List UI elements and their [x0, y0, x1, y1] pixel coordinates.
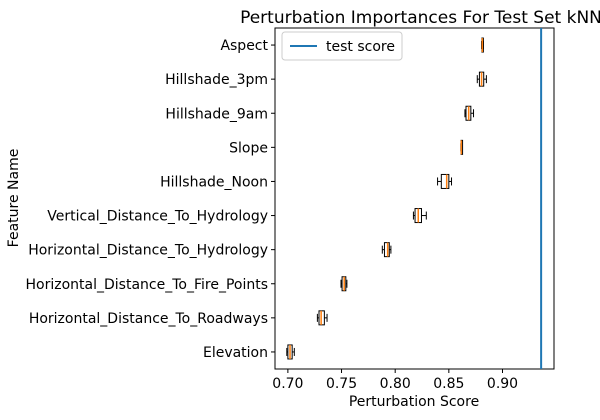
box-hillshade-noon: [437, 173, 453, 189]
legend: test score: [281, 31, 403, 61]
x-tick-label: 0.85: [433, 376, 464, 392]
box-vertical-distance-to-hydrology: [412, 208, 427, 224]
y-tick-label: Elevation: [203, 345, 268, 361]
box-aspect: [481, 37, 484, 53]
box-iqr: [383, 242, 390, 258]
box-hillshade-9am: [464, 105, 475, 121]
x-tick-layer: 0.70 0.75 0.80 0.85 0.90: [272, 369, 518, 392]
box-horizontal-distance-to-roadways: [316, 310, 328, 326]
box-iqr: [440, 173, 450, 189]
y-axis-label: Feature Name: [6, 149, 22, 248]
y-tick-label: Hillshade_Noon: [160, 174, 268, 190]
chart-title: Perturbation Importances For Test Set kN…: [240, 8, 600, 28]
x-axis-label: Perturbation Score: [349, 394, 479, 410]
box-slope: [460, 139, 464, 155]
y-tick-label: Horizontal_Distance_To_Fire_Points: [26, 277, 268, 293]
box-elevation: [286, 344, 295, 360]
y-tick-layer: Aspect Hillshade_3pm Hillshade_9am Slope Hil…: [26, 38, 275, 361]
box-hillshade-3pm: [476, 71, 487, 87]
x-tick-label: 0.90: [487, 376, 518, 392]
y-tick-label: Slope: [229, 140, 268, 156]
y-tick-label: Horizontal_Distance_To_Roadways: [29, 311, 268, 327]
box-horizontal-distance-to-hydrology: [381, 242, 392, 258]
box-layer: [286, 37, 487, 360]
y-tick-label: Horizontal_Distance_To_Hydrology: [28, 243, 268, 259]
x-tick-label: 0.80: [380, 376, 411, 392]
y-tick-label: Hillshade_3pm: [165, 72, 268, 88]
x-tick-label: 0.75: [326, 376, 357, 392]
legend-box: [281, 31, 403, 61]
plot-area-frame: [274, 27, 555, 370]
y-tick-label: Hillshade_9am: [165, 106, 268, 122]
legend-label: test score: [326, 39, 395, 55]
y-tick-label: Vertical_Distance_To_Hydrology: [47, 209, 268, 225]
y-tick-label: Aspect: [220, 38, 268, 54]
x-tick-label: 0.70: [272, 376, 303, 392]
box-horizontal-distance-to-fire-points: [340, 276, 348, 292]
axes-frame: [274, 27, 555, 370]
